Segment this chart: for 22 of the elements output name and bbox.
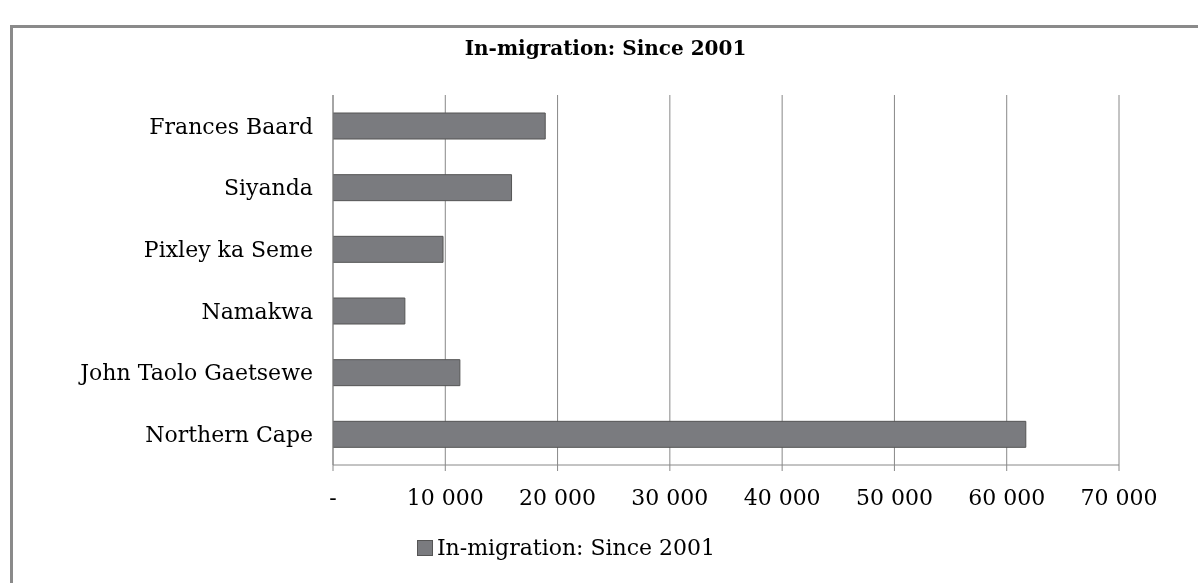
x-tick-label: 70 000 [1080, 484, 1158, 510]
y-tick-label: John Taolo Gaetsewe [78, 360, 313, 386]
y-tick-label: Pixley ka Seme [143, 236, 313, 262]
x-tick-label: 50 000 [855, 484, 933, 510]
bar [333, 359, 461, 387]
bar [333, 174, 513, 202]
x-tick-label: 30 000 [631, 484, 709, 510]
bar [333, 112, 546, 140]
y-tick-label: Siyanda [223, 175, 313, 201]
x-tick-label: 10 000 [406, 484, 484, 510]
chart-title: In-migration: Since 2001 [463, 35, 748, 62]
legend-label: In-migration: Since 2001 [436, 534, 716, 562]
bar [333, 420, 1027, 448]
bar [333, 235, 444, 263]
x-tick-label: 60 000 [968, 484, 1046, 510]
bar [333, 297, 406, 325]
x-tick-label: 20 000 [519, 484, 597, 510]
x-tick-label: 40 000 [743, 484, 821, 510]
y-tick-label: Northern Cape [145, 421, 313, 447]
y-tick-label: Frances Baard [149, 113, 313, 139]
y-tick-label: Namakwa [201, 298, 313, 324]
x-tick-label: - [329, 484, 337, 510]
